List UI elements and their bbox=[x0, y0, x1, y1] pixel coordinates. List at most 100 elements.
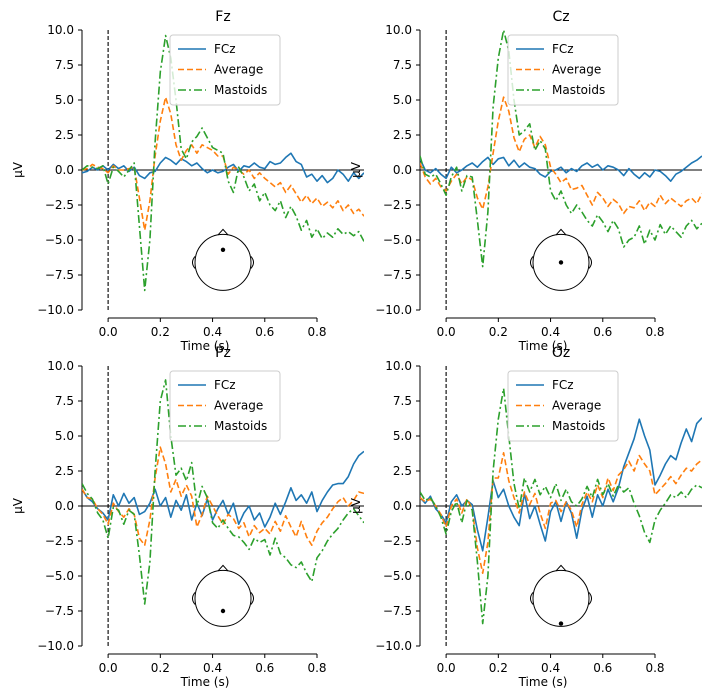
x-tick-label: 0.2 bbox=[489, 661, 508, 675]
y-tick-label: −7.5 bbox=[383, 268, 412, 282]
y-tick-label: 5.0 bbox=[55, 429, 74, 443]
panel-cz: Cz −10.0 −7.5 −5.0 −2.5 0.0 2.5 5.0 7.5 10.0 0.0 0.… bbox=[349, 9, 702, 353]
y-tick-label: −10.0 bbox=[37, 303, 74, 317]
left-ear-shape bbox=[192, 592, 196, 605]
series-line-average bbox=[420, 96, 702, 215]
x-axis-label: Time (s) bbox=[180, 339, 230, 353]
legend: FCz Average Mastoids bbox=[507, 370, 619, 442]
y-tick-label: −7.5 bbox=[45, 268, 74, 282]
series-line-fcz bbox=[420, 155, 702, 182]
sensor-head-inset bbox=[192, 228, 254, 291]
legend-box bbox=[169, 370, 281, 442]
head-outline bbox=[194, 233, 252, 291]
x-tick-label: 0.4 bbox=[203, 661, 222, 675]
sensor-head-inset bbox=[530, 564, 592, 627]
legend-label-mastoids: Mastoids bbox=[552, 83, 605, 97]
y-tick-label: −5.0 bbox=[383, 233, 412, 247]
x-axis-label: Time (s) bbox=[180, 675, 230, 689]
right-ear-shape bbox=[588, 592, 592, 605]
series-line-mastoids bbox=[420, 30, 702, 268]
nose-shape bbox=[217, 564, 229, 572]
y-tick-label: −7.5 bbox=[45, 604, 74, 618]
y-tick-label: 2.5 bbox=[393, 464, 412, 478]
panel-title: Cz bbox=[552, 9, 569, 25]
x-tick-label: 0.2 bbox=[151, 325, 170, 339]
legend-label-fcz: FCz bbox=[552, 42, 574, 56]
y-tick-label: −10.0 bbox=[375, 303, 412, 317]
y-tick-label: −5.0 bbox=[45, 569, 74, 583]
legend-label-fcz: FCz bbox=[214, 378, 236, 392]
y-tick-label: −2.5 bbox=[45, 198, 74, 212]
y-axis-label: µV bbox=[349, 161, 363, 178]
left-ear-shape bbox=[192, 256, 196, 269]
left-ear-shape bbox=[530, 592, 534, 605]
y-tick-label: 0.0 bbox=[393, 499, 412, 513]
y-tick-label: −5.0 bbox=[383, 569, 412, 583]
sensor-head-inset bbox=[530, 228, 592, 291]
y-tick-label: 2.5 bbox=[55, 464, 74, 478]
nose-shape bbox=[217, 228, 229, 236]
nose-shape bbox=[555, 564, 567, 572]
y-tick-label: 7.5 bbox=[393, 58, 412, 72]
x-tick-label: 0.0 bbox=[437, 325, 456, 339]
sensor-dot bbox=[558, 621, 564, 626]
x-tick-label: 0.0 bbox=[99, 325, 118, 339]
nose-shape bbox=[555, 228, 567, 236]
x-tick-label: 0.6 bbox=[255, 325, 274, 339]
y-tick-label: 5.0 bbox=[393, 93, 412, 107]
panel-oz: Oz −10.0 −7.5 −5.0 −2.5 0.0 2.5 5.0 7.5 10.0 0.0 0.… bbox=[349, 345, 702, 689]
x-tick-label: 0.2 bbox=[489, 325, 508, 339]
x-tick-label: 0.6 bbox=[593, 661, 612, 675]
legend-label-mastoids: Mastoids bbox=[552, 419, 605, 433]
series-line-mastoids bbox=[82, 379, 364, 605]
series-line-mastoids bbox=[420, 387, 702, 625]
y-tick-label: 7.5 bbox=[393, 394, 412, 408]
legend-label-fcz: FCz bbox=[552, 378, 574, 392]
x-tick-label: 0.0 bbox=[437, 661, 456, 675]
head-outline bbox=[194, 569, 252, 627]
y-axis-label: µV bbox=[349, 497, 363, 514]
legend-label-mastoids: Mastoids bbox=[214, 419, 267, 433]
y-tick-label: 2.5 bbox=[393, 128, 412, 142]
x-tick-label: 0.2 bbox=[151, 661, 170, 675]
series-group bbox=[82, 34, 364, 292]
y-tick-label: 10.0 bbox=[385, 23, 412, 37]
y-tick-label: −2.5 bbox=[383, 198, 412, 212]
x-tick-label: 0.8 bbox=[307, 661, 326, 675]
legend-box bbox=[169, 34, 281, 106]
x-tick-label: 0.4 bbox=[203, 325, 222, 339]
legend-label-average: Average bbox=[214, 63, 263, 77]
x-axis-label: Time (s) bbox=[518, 675, 568, 689]
panel-title: Oz bbox=[552, 345, 570, 361]
series-line-average bbox=[420, 451, 702, 575]
sensor-dot bbox=[220, 247, 226, 252]
sensor-head-inset bbox=[192, 564, 254, 627]
x-tick-label: 0.6 bbox=[593, 325, 612, 339]
series-line-mastoids bbox=[82, 34, 364, 292]
y-tick-label: 7.5 bbox=[55, 58, 74, 72]
y-tick-label: −10.0 bbox=[375, 639, 412, 653]
legend-label-average: Average bbox=[214, 399, 263, 413]
x-tick-label: 0.8 bbox=[307, 325, 326, 339]
right-ear-shape bbox=[250, 592, 254, 605]
series-group bbox=[82, 379, 364, 605]
y-axis-label: µV bbox=[11, 497, 25, 514]
panel-fz: Fz −10.0 −7.5 −5.0 −2.5 0.0 2.5 5.0 7.5 10.0 0.0 0.… bbox=[11, 9, 364, 353]
y-tick-label: −5.0 bbox=[45, 233, 74, 247]
y-tick-label: −2.5 bbox=[45, 534, 74, 548]
y-tick-label: −10.0 bbox=[37, 639, 74, 653]
legend-box bbox=[507, 370, 619, 442]
y-tick-label: 7.5 bbox=[55, 394, 74, 408]
panel-title: Pz bbox=[215, 345, 231, 361]
legend: FCz Average Mastoids bbox=[169, 34, 281, 106]
legend: FCz Average Mastoids bbox=[169, 370, 281, 442]
legend-label-mastoids: Mastoids bbox=[214, 83, 267, 97]
right-ear-shape bbox=[250, 256, 254, 269]
panel-pz: Pz −10.0 −7.5 −5.0 −2.5 0.0 2.5 5.0 7.5 10.0 0.0 0.… bbox=[11, 345, 364, 689]
head-outline bbox=[532, 569, 590, 627]
legend-label-average: Average bbox=[552, 63, 601, 77]
legend-box bbox=[507, 34, 619, 106]
y-tick-label: −7.5 bbox=[383, 604, 412, 618]
series-line-fcz bbox=[82, 152, 364, 184]
